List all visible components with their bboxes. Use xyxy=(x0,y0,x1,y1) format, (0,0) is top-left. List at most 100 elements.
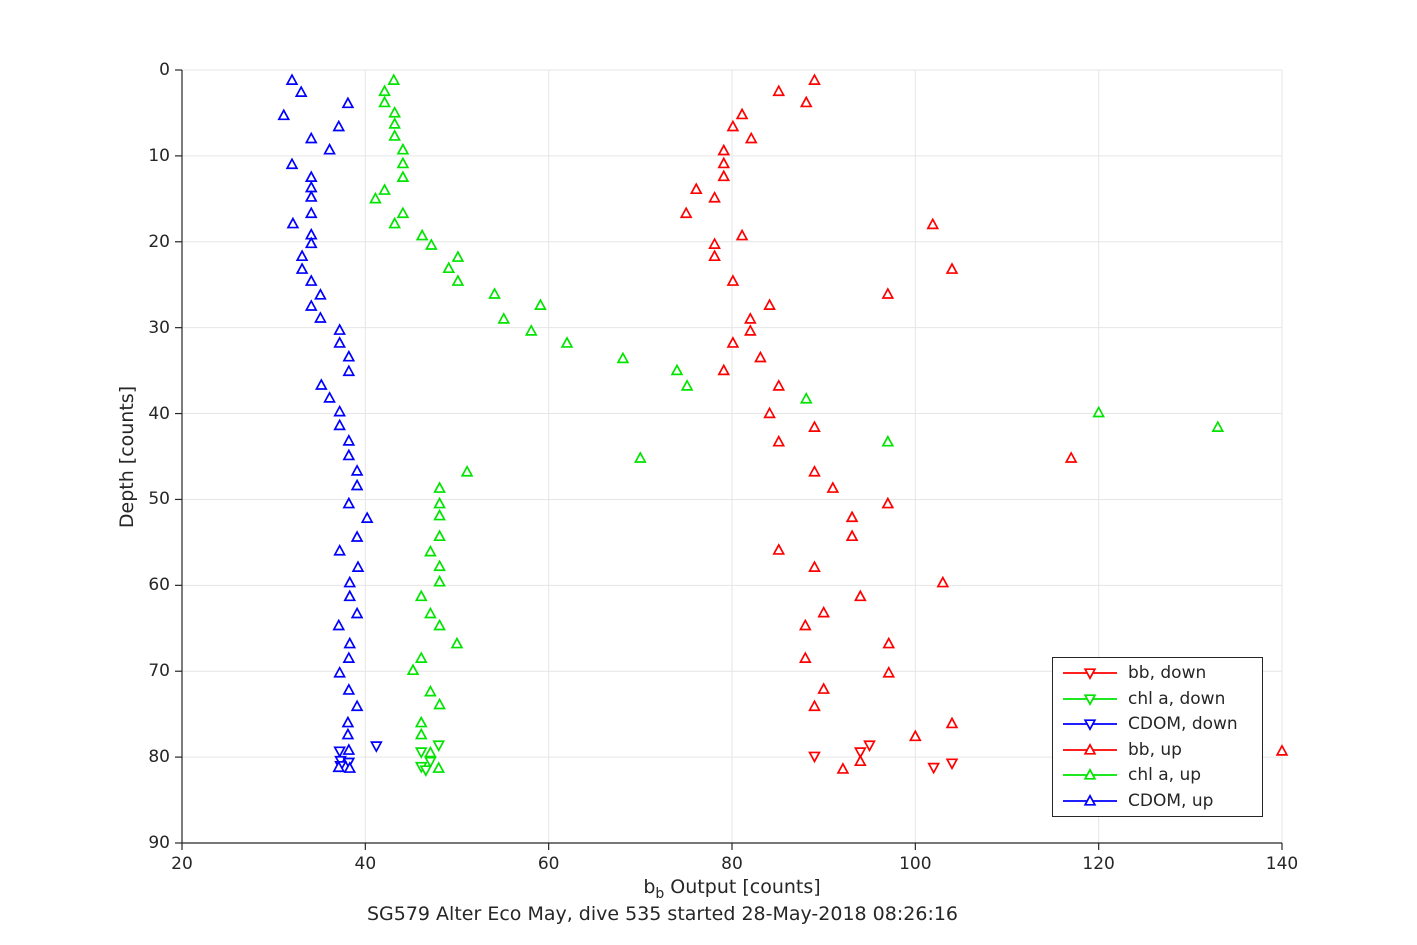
triangle-down-icon xyxy=(1063,693,1117,706)
triangle-down-icon xyxy=(1063,719,1117,732)
data-point xyxy=(717,143,731,156)
data-point xyxy=(378,95,391,108)
data-point xyxy=(351,560,365,572)
data-point xyxy=(451,250,465,262)
data-point xyxy=(414,715,428,728)
data-point xyxy=(285,157,299,170)
legend-entry-label: bb, down xyxy=(1128,663,1207,684)
legend-entry: bb, down xyxy=(1053,660,1262,686)
data-point xyxy=(277,108,291,121)
data-point xyxy=(909,729,922,742)
data-point xyxy=(333,544,346,556)
data-point xyxy=(726,336,740,348)
data-point xyxy=(817,605,830,618)
data-point xyxy=(343,589,357,602)
data-point xyxy=(854,747,867,759)
data-point xyxy=(343,761,357,773)
data-point xyxy=(424,745,437,758)
data-point xyxy=(424,606,437,619)
data-point xyxy=(881,496,895,509)
data-point xyxy=(763,406,776,419)
y-tick-label: 0 xyxy=(159,60,170,80)
data-point xyxy=(433,697,446,710)
legend-entry-label: chl a, up xyxy=(1128,765,1202,786)
data-point xyxy=(945,716,959,729)
data-point xyxy=(450,636,464,649)
x-tick-label: 60 xyxy=(537,854,560,874)
data-point xyxy=(343,636,357,649)
x-tick-label: 80 xyxy=(721,854,743,874)
data-point xyxy=(304,274,318,286)
data-point xyxy=(370,741,383,753)
data-point xyxy=(350,530,364,542)
data-point xyxy=(304,190,318,202)
data-point xyxy=(333,665,346,678)
data-point xyxy=(350,699,364,712)
y-tick-label: 20 xyxy=(148,231,170,252)
x-axis-label-rest: Output [counts] xyxy=(664,876,821,898)
data-point xyxy=(342,496,356,509)
data-point xyxy=(424,544,437,557)
data-point xyxy=(689,182,703,195)
data-point xyxy=(1275,744,1289,756)
data-point xyxy=(294,85,308,97)
data-point xyxy=(342,743,356,755)
x-axis-label-subscript: b xyxy=(655,885,665,902)
y-tick-label: 70 xyxy=(148,661,170,682)
legend-entry: chl a, down xyxy=(1053,686,1262,712)
data-point xyxy=(414,651,428,663)
data-point xyxy=(744,131,758,144)
data-point xyxy=(342,434,356,446)
data-point xyxy=(332,119,346,132)
data-point xyxy=(304,206,318,219)
x-axis-label-base: b xyxy=(643,876,656,898)
data-point xyxy=(341,715,355,728)
data-point xyxy=(424,684,437,697)
data-point xyxy=(342,448,356,461)
data-point xyxy=(304,131,318,144)
y-tick-label: 40 xyxy=(148,403,170,424)
data-point xyxy=(926,217,940,230)
data-point xyxy=(744,312,757,324)
data-point xyxy=(378,183,391,195)
data-point xyxy=(524,324,538,336)
legend-entry: CDOM, up xyxy=(1053,788,1262,814)
data-point xyxy=(323,391,336,403)
data-point xyxy=(881,434,895,447)
series-chl-a-down xyxy=(414,740,445,777)
data-point xyxy=(433,618,446,631)
data-point xyxy=(314,288,327,300)
data-point xyxy=(817,682,830,694)
data-point xyxy=(451,274,465,286)
data-point xyxy=(396,206,410,219)
data-point xyxy=(414,589,428,602)
data-point xyxy=(369,191,382,204)
data-point xyxy=(388,216,401,229)
data-point xyxy=(808,420,821,432)
data-point xyxy=(332,760,346,773)
data-point xyxy=(726,119,740,132)
data-point xyxy=(433,529,446,542)
data-point xyxy=(396,170,410,183)
data-point xyxy=(304,170,318,183)
legend-entry-label: CDOM, down xyxy=(1128,714,1238,735)
data-point xyxy=(808,464,821,477)
data-point xyxy=(342,364,356,377)
data-point xyxy=(396,156,410,169)
data-point xyxy=(433,481,446,493)
data-point xyxy=(772,379,786,391)
y-tick-label: 50 xyxy=(148,489,170,510)
data-point xyxy=(799,95,813,108)
data-point xyxy=(350,464,364,476)
data-point xyxy=(708,237,721,250)
x-axis-label: bb Output [counts] xyxy=(182,876,1282,902)
data-point xyxy=(350,606,364,619)
data-point xyxy=(670,363,684,376)
data-point xyxy=(304,236,318,249)
data-point xyxy=(388,129,401,141)
y-axis-label: Depth [counts] xyxy=(116,385,138,529)
x-tick-label: 100 xyxy=(899,854,932,874)
data-point xyxy=(460,464,474,477)
data-point xyxy=(1211,420,1225,432)
